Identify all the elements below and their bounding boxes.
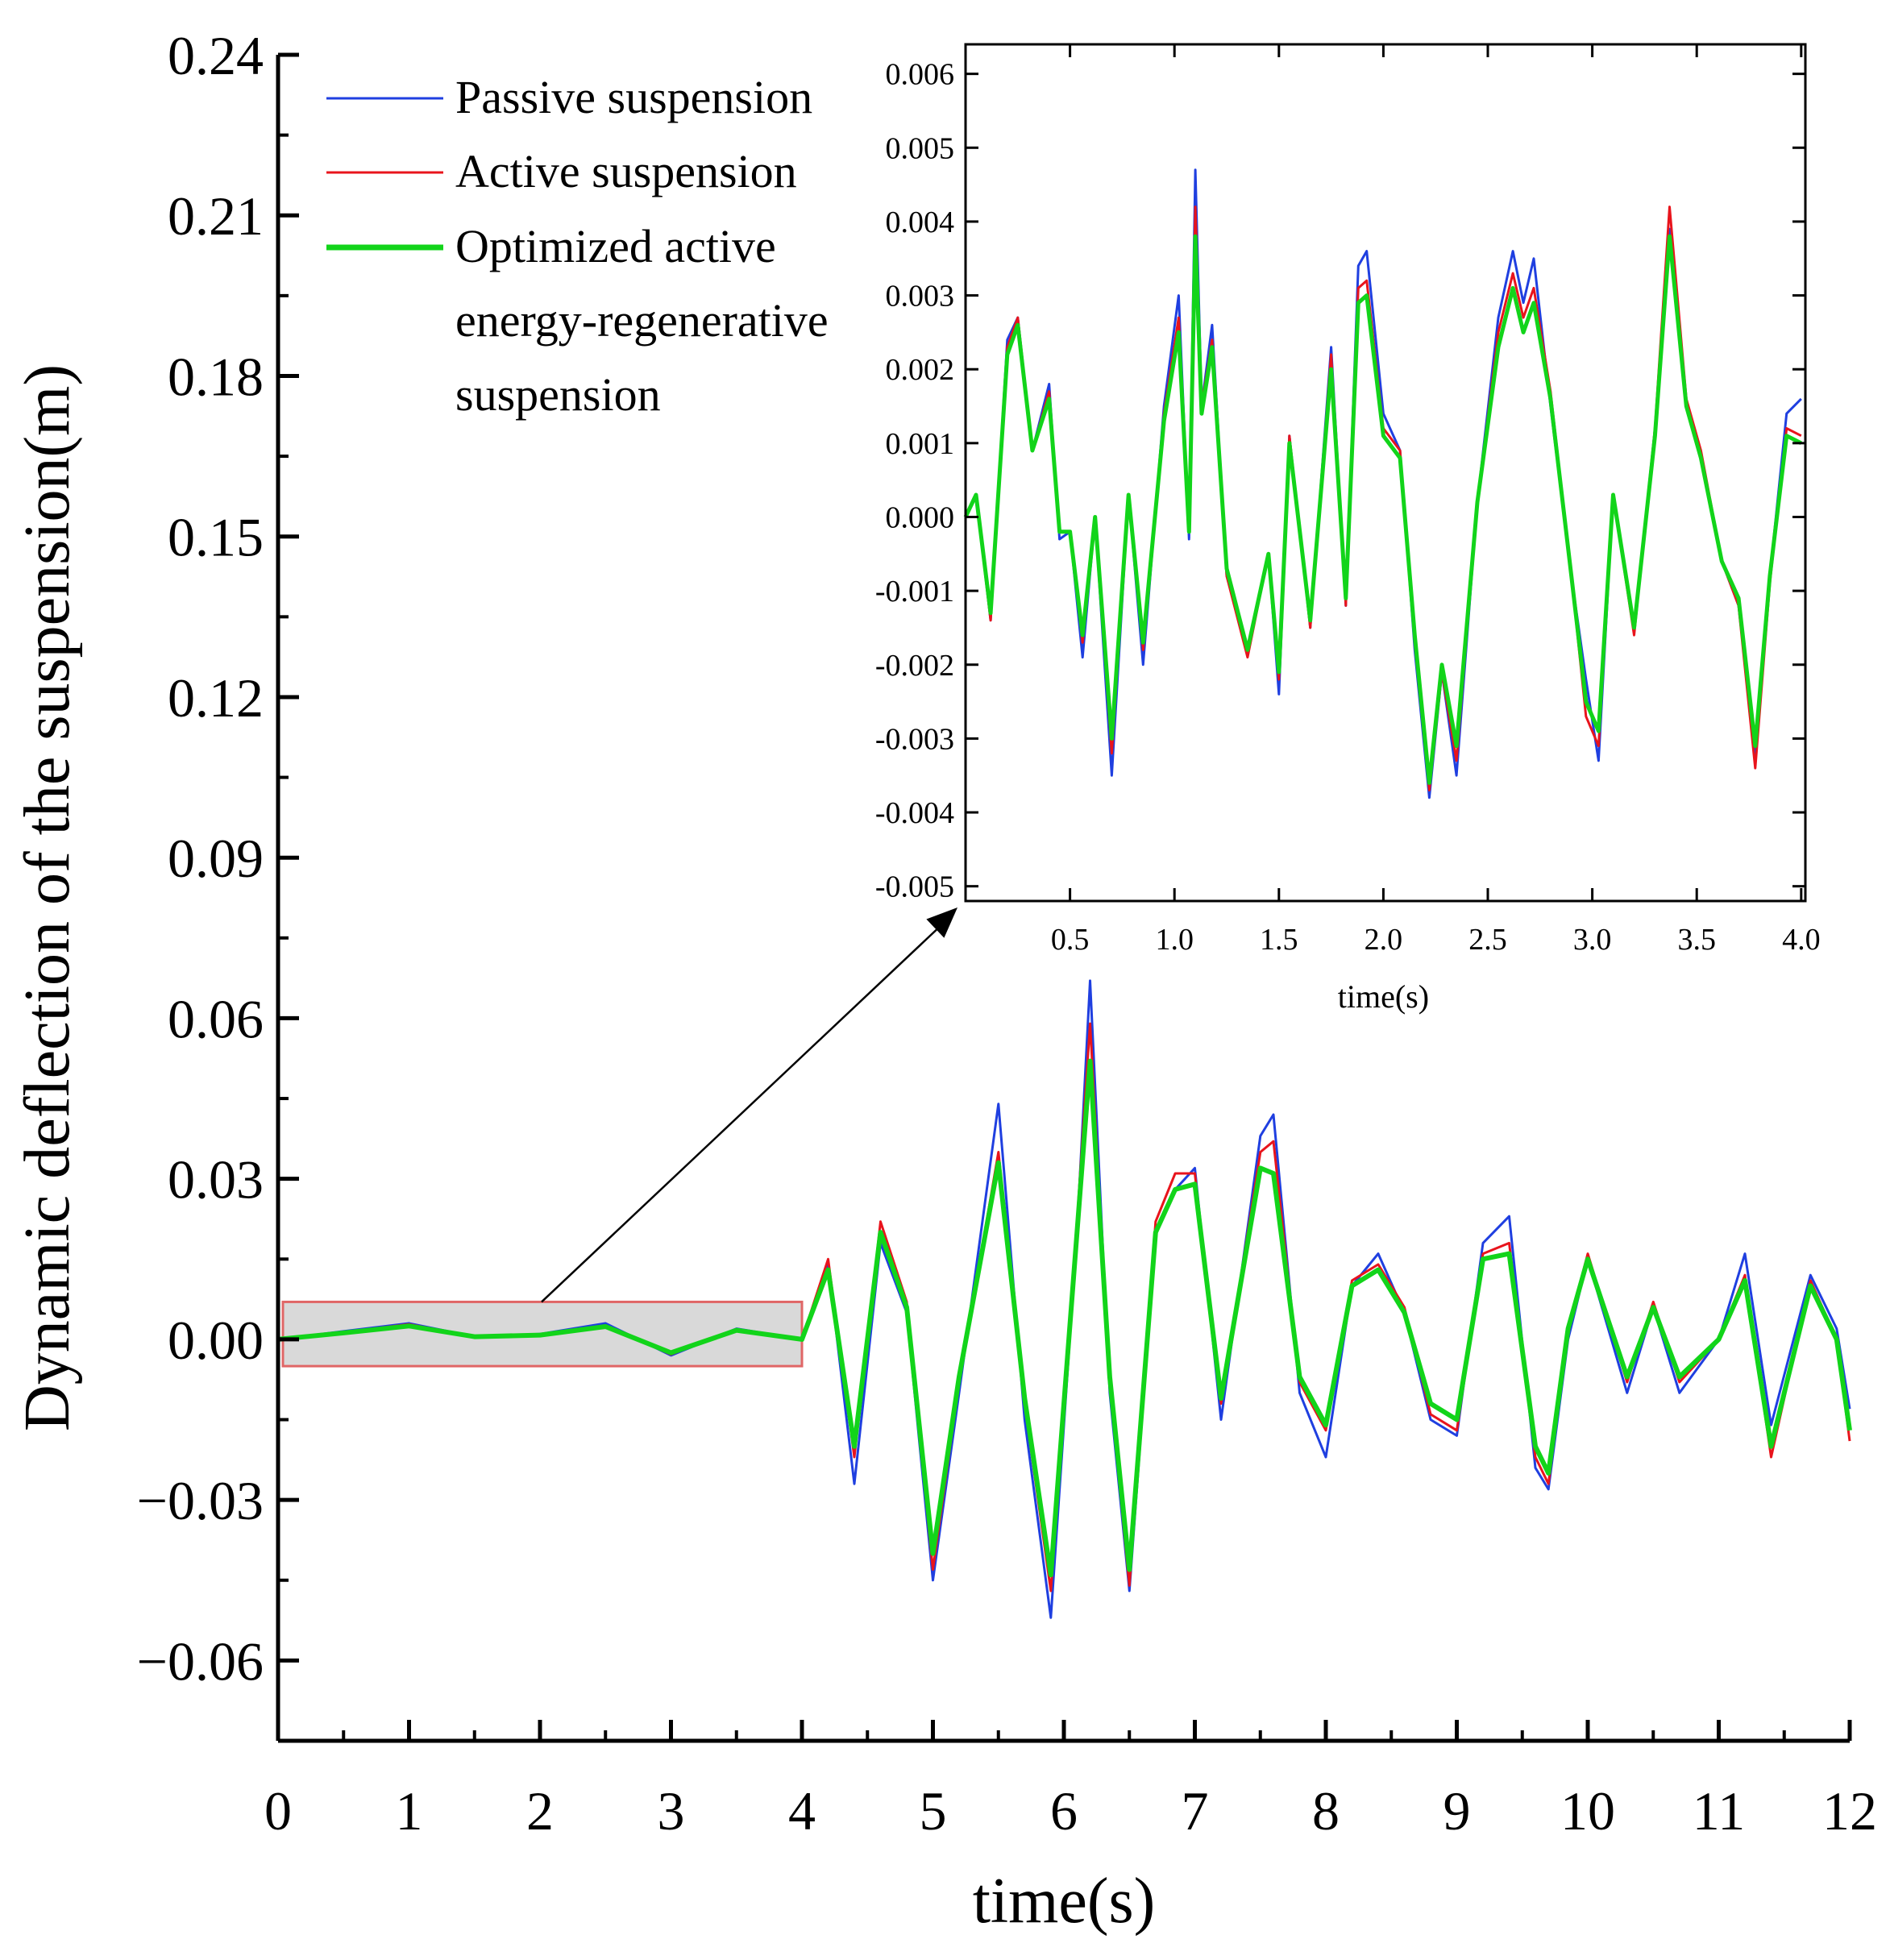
inset-y-tick-label: -0.003 <box>875 722 954 756</box>
inset-series-line-3 <box>963 234 1802 785</box>
main-x-tick-label: 9 <box>1443 1780 1471 1842</box>
main-x-tick-label: 12 <box>1822 1780 1877 1842</box>
inset-frame <box>964 43 1807 903</box>
inset-x-tick-label: 1.5 <box>1260 923 1298 957</box>
inset-x-tick-label: 2.0 <box>1365 923 1403 957</box>
zoom-connector-arrowhead <box>926 907 957 938</box>
inset-y-tick-label: -0.002 <box>875 649 954 683</box>
main-x-tick-label: 1 <box>396 1780 423 1842</box>
inset-y-tick-label: 0.004 <box>886 206 955 239</box>
main-y-tick-label: 0.06 <box>168 988 264 1049</box>
main-y-tick-label: 0.24 <box>168 25 264 86</box>
main-y-tick-label: 0.12 <box>168 667 264 729</box>
inset-x-tick-label: 3.0 <box>1573 923 1612 957</box>
zoom-connector-line <box>541 923 944 1303</box>
main-y-tick-label: 0.15 <box>168 507 264 568</box>
legend-label-2: Active suspension <box>455 145 797 197</box>
main-y-tick-label: 0.09 <box>168 828 264 889</box>
main-x-tick-label: 4 <box>788 1780 816 1842</box>
main-series-line-3 <box>277 1058 1852 1578</box>
legend-label-line: energy-regenerative <box>455 294 829 347</box>
inset-background <box>966 44 1805 901</box>
legend-label-3: Optimized active energy-regenerative suspe… <box>455 220 829 421</box>
main-x-tick-label: 2 <box>526 1780 554 1842</box>
main-y-tick-label: 0.00 <box>168 1310 264 1371</box>
main-x-tick-label: 3 <box>658 1780 685 1842</box>
inset-y-tick-label: -0.005 <box>875 870 954 904</box>
main-x-tick-label: 6 <box>1050 1780 1078 1842</box>
inset-x-tick-label: 1.0 <box>1155 923 1194 957</box>
inset-y-tick-label: 0.005 <box>886 131 955 165</box>
main-y-tick-label: 0.03 <box>168 1149 264 1210</box>
main-x-tick-label: 10 <box>1560 1780 1615 1842</box>
inset-x-tick-label: 2.5 <box>1468 923 1507 957</box>
main-y-tick-label: 0.18 <box>168 346 264 407</box>
main-x-axis-title: time(s) <box>973 1866 1156 1937</box>
inset-y-tick-label: 0.006 <box>886 58 955 92</box>
inset-x-tick-label: 3.5 <box>1677 923 1716 957</box>
main-y-axis-title: Dynamic deflection of the suspension(m) <box>12 364 83 1431</box>
legend-label-line: Optimized active <box>455 220 776 272</box>
main-y-tick-label: 0.21 <box>168 185 264 247</box>
inset-y-tick-label: 0.002 <box>886 353 955 387</box>
legend-label-1: Passive suspension <box>455 71 812 123</box>
inset-y-tick-label: 0.001 <box>886 427 955 461</box>
legend-label-line: suspension <box>455 368 661 421</box>
main-series-line-1 <box>277 979 1851 1619</box>
main-y-tick-label: −0.06 <box>137 1630 264 1692</box>
inset-x-tick-label: 0.5 <box>1051 923 1090 957</box>
main-x-tick-label: 5 <box>920 1780 947 1842</box>
main-y-tick-label: −0.03 <box>137 1470 264 1531</box>
main-x-tick-label: 0 <box>264 1780 292 1842</box>
inset-y-tick-label: -0.004 <box>875 796 954 830</box>
inset-x-tick-label: 4.0 <box>1782 923 1821 957</box>
inset-y-tick-label: -0.001 <box>875 575 954 608</box>
inset-y-tick-label: 0.000 <box>886 500 955 534</box>
main-x-tick-label: 8 <box>1312 1780 1340 1842</box>
main-x-tick-label: 7 <box>1182 1780 1209 1842</box>
main-x-tick-label: 11 <box>1693 1780 1745 1842</box>
inset-y-tick-label: 0.003 <box>886 280 955 314</box>
inset-x-axis-title: time(s) <box>1338 978 1429 1015</box>
